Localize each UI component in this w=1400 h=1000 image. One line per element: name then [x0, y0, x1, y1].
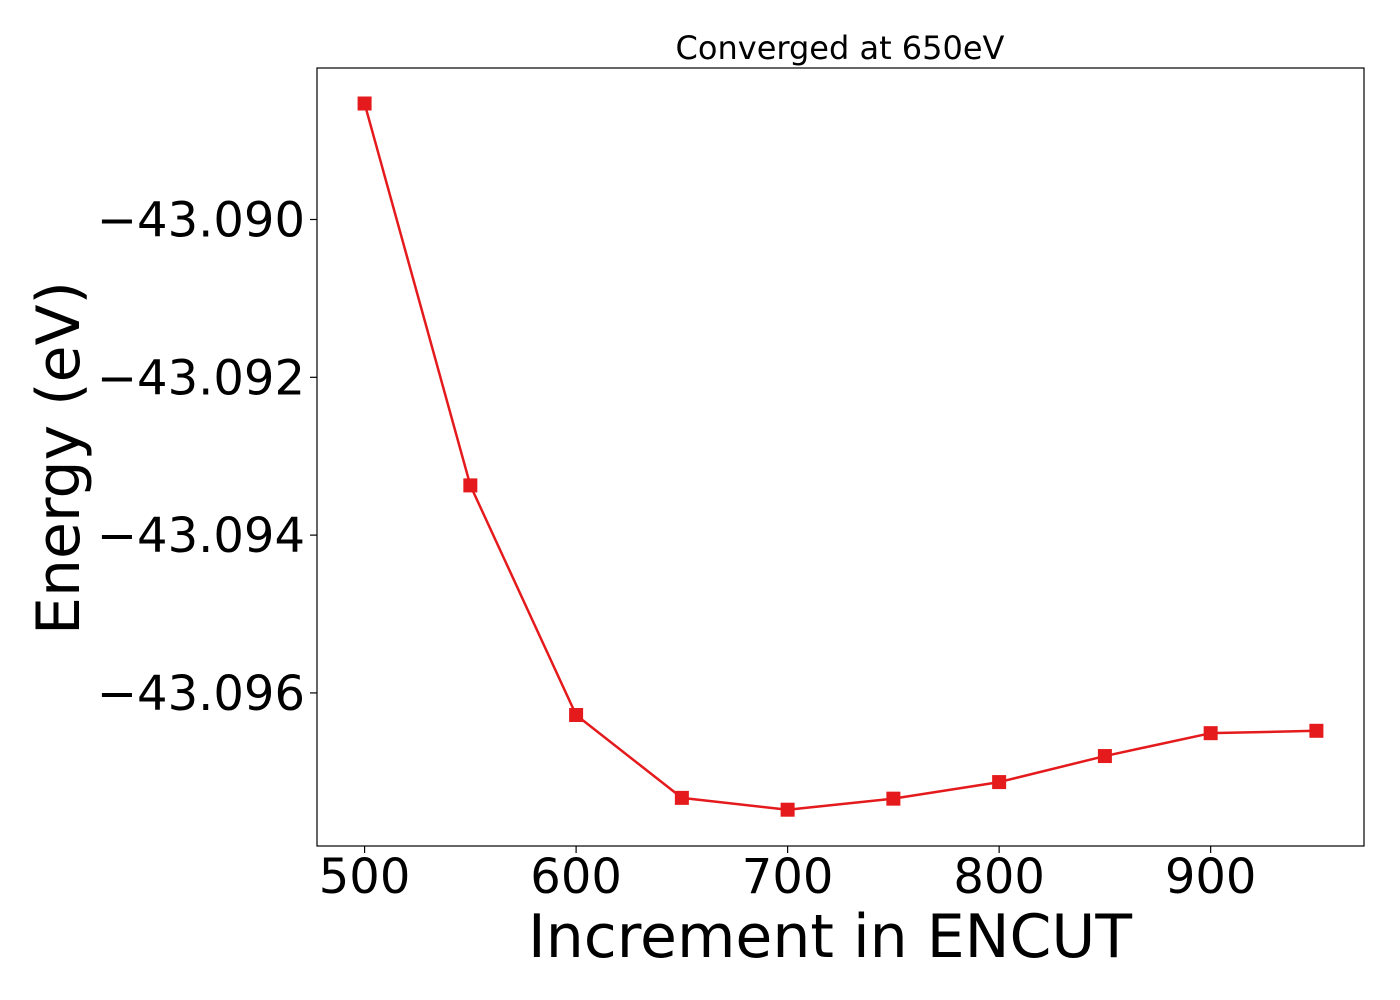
- y-tick-label: −43.092: [97, 350, 305, 406]
- y-tick-label: −43.096: [97, 666, 305, 722]
- series-line: [363, 103, 1317, 811]
- data-point: [1097, 749, 1112, 764]
- axes-frame: [316, 67, 1365, 847]
- y-tick-label: −43.094: [97, 508, 305, 564]
- x-tick-label: 900: [1165, 849, 1257, 905]
- plot-area: [357, 96, 1324, 817]
- chart-title: Converged at 650eV: [676, 29, 1005, 67]
- data-point: [569, 708, 584, 723]
- data-point: [1203, 726, 1218, 741]
- data-point: [1309, 723, 1324, 738]
- data-point: [992, 775, 1007, 790]
- data-point: [674, 790, 689, 805]
- y-axis: −43.090 −43.092 −43.094 −43.096: [97, 192, 317, 722]
- x-axis-label: Increment in ENCUT: [528, 902, 1132, 972]
- data-point: [886, 791, 901, 806]
- data-point: [780, 802, 795, 817]
- x-tick-label: 600: [530, 849, 622, 905]
- x-tick-label: 500: [319, 849, 411, 905]
- y-axis-label: Energy (eV): [24, 281, 94, 635]
- data-point: [357, 96, 372, 111]
- data-point: [463, 478, 478, 493]
- x-axis: 500 600 700 800 900: [319, 846, 1257, 905]
- x-tick-label: 800: [953, 849, 1045, 905]
- y-tick-label: −43.090: [97, 192, 305, 248]
- x-tick-label: 700: [742, 849, 834, 905]
